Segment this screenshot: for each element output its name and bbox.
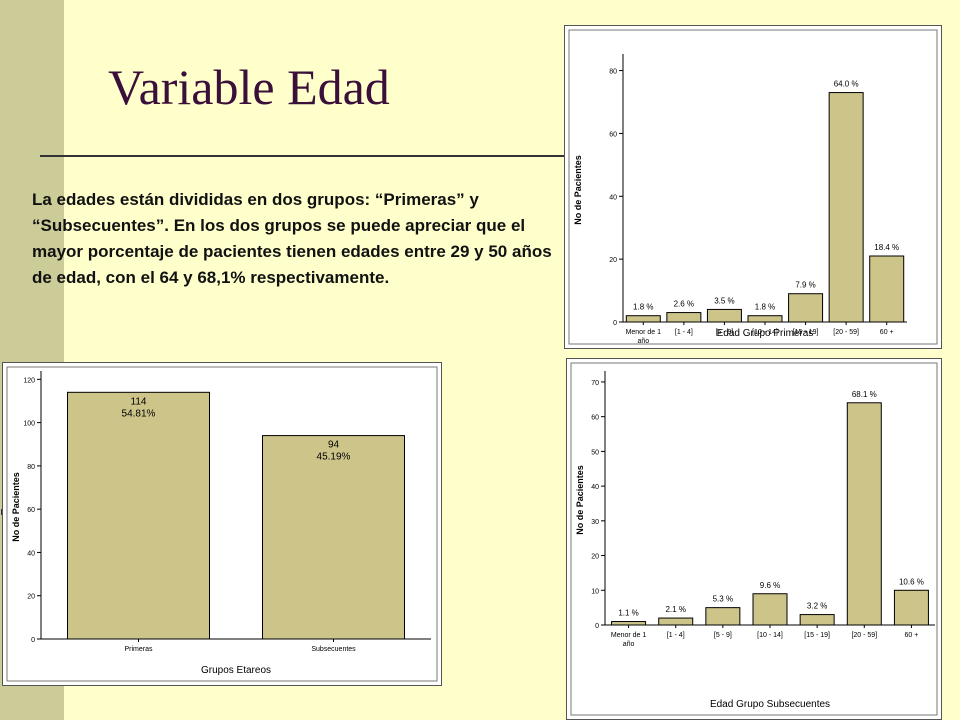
chart-svg: 0 20 40 60 80 Menor de 1 año 1.8 % [1 - 4] 2.6 % [… xyxy=(568,29,938,345)
category-label: [10 - 14] xyxy=(757,632,783,639)
title-underline xyxy=(40,155,568,157)
chart-svg: 0 10 20 30 40 50 60 70 Menor de 1 año 1.1 % [1 - 4]… xyxy=(570,362,938,716)
data-label: 64.0 % xyxy=(834,80,859,89)
y-tick-label: 0 xyxy=(613,320,617,327)
category-label: [15 - 19] xyxy=(793,329,819,336)
chart-edad-subsecuentes: 0 10 20 30 40 50 60 70 Menor de 1 año 1.1 % [1 - 4]… xyxy=(566,358,942,720)
y-tick-label: 40 xyxy=(591,484,599,491)
chart-grupos-etareos: 0 20 40 60 80 100 120 Primeras 114 54.81% Subsecue… xyxy=(2,362,442,686)
y-tick-label: 40 xyxy=(609,194,617,201)
y-tick-label: 60 xyxy=(591,415,599,422)
data-label: 3.5 % xyxy=(714,296,734,305)
category-label: [5 - 9] xyxy=(714,632,732,639)
y-tick-label: 70 xyxy=(591,380,599,387)
data-label: 2.6 % xyxy=(674,300,694,309)
y-axis-title: No de Pacientes xyxy=(11,472,21,542)
y-tick-label: 80 xyxy=(609,69,617,76)
y-axis-title: No de Pacientes xyxy=(575,465,585,535)
bar-1 xyxy=(666,312,702,323)
category-label: [20 - 59] xyxy=(851,632,877,639)
category-label: año xyxy=(623,641,635,648)
category-label: [20 - 59] xyxy=(833,329,859,336)
y-axis-title: No de Pacientes xyxy=(573,155,583,225)
category-label: 60 + xyxy=(880,329,894,336)
data-label: 1.8 % xyxy=(633,303,653,312)
category-label: Menor de 1 xyxy=(626,329,662,336)
x-axis-title: Grupos Etareos xyxy=(201,665,271,676)
category-label: [5 - 9] xyxy=(715,329,733,336)
category-label: Subsecuentes xyxy=(311,646,356,653)
y-tick-label: 0 xyxy=(595,623,599,630)
data-label: 7.9 % xyxy=(795,281,815,290)
y-tick-label: 120 xyxy=(23,377,35,384)
y-tick-label: 30 xyxy=(591,519,599,526)
slide-body-text: La edades están divididas en dos grupos:… xyxy=(32,190,552,287)
y-tick-label: 100 xyxy=(23,421,35,428)
bar-4 xyxy=(788,293,824,323)
y-tick-label: 0 xyxy=(31,637,35,644)
data-label: 18.4 % xyxy=(874,243,899,252)
data-label: 5.3 % xyxy=(713,595,733,604)
bar-6 xyxy=(893,589,929,626)
slide-title: Variable Edad xyxy=(108,59,390,115)
bar-1 xyxy=(658,617,694,626)
data-label-percent: 45.19% xyxy=(317,452,351,463)
y-tick-label: 10 xyxy=(591,588,599,595)
y-tick-label: 60 xyxy=(609,131,617,138)
y-tick-label: 60 xyxy=(27,507,35,514)
data-label-percent: 54.81% xyxy=(122,408,156,419)
y-tick-label: 50 xyxy=(591,449,599,456)
category-label: Primeras xyxy=(124,646,153,653)
y-tick-label: 20 xyxy=(591,554,599,561)
chart-frame xyxy=(570,362,938,716)
data-label: 10.6 % xyxy=(899,577,924,586)
bar-0 xyxy=(625,315,661,323)
data-label: 3.2 % xyxy=(807,602,827,611)
data-label: 114 xyxy=(131,396,147,407)
category-label: [1 - 4] xyxy=(675,329,693,336)
category-label: [1 - 4] xyxy=(667,632,685,639)
bar-6 xyxy=(869,255,905,323)
bar-3 xyxy=(752,593,788,626)
data-label: 94 xyxy=(328,440,340,451)
category-label: [10 - 14] xyxy=(752,329,778,336)
data-label: 2.1 % xyxy=(665,605,685,614)
x-axis-title: Edad Grupo Primeras xyxy=(717,328,814,339)
x-axis-title: Edad Grupo Subsecuentes xyxy=(710,699,830,710)
bar-2 xyxy=(706,308,742,323)
y-tick-label: 20 xyxy=(27,594,35,601)
bar-5 xyxy=(828,92,864,323)
bar-4 xyxy=(799,614,835,626)
y-tick-label: 20 xyxy=(609,257,617,264)
data-label: 68.1 % xyxy=(852,390,877,399)
category-label: año xyxy=(637,338,649,345)
category-label: [15 - 19] xyxy=(804,632,830,639)
data-label: 1.8 % xyxy=(755,303,775,312)
bar-0 xyxy=(611,621,647,626)
bar-2 xyxy=(705,607,741,626)
y-tick-label: 40 xyxy=(27,550,35,557)
category-label: Menor de 1 xyxy=(611,632,647,639)
data-label: 1.1 % xyxy=(618,609,638,618)
data-label: 9.6 % xyxy=(760,581,780,590)
bar-1 xyxy=(262,435,405,640)
chart-edad-primeras: 0 20 40 60 80 Menor de 1 año 1.8 % [1 - 4] 2.6 % [… xyxy=(564,25,942,349)
category-label: 60 + xyxy=(905,632,919,639)
bar-0 xyxy=(67,391,210,640)
bar-5 xyxy=(846,402,882,626)
bar-3 xyxy=(747,315,783,323)
y-tick-label: 80 xyxy=(27,464,35,471)
